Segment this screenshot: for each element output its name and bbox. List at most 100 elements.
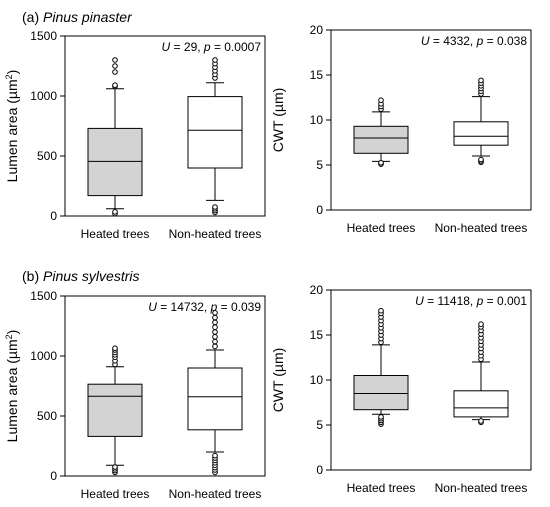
category-label: Non-heated trees <box>435 221 528 235</box>
y-axis-label-suffix: ) <box>4 70 20 75</box>
y-tick-label: 1500 <box>30 29 57 43</box>
statistic-text1: = 14732, <box>157 300 211 314</box>
outlier-point <box>378 307 384 314</box>
statistic-text2: = 0.039 <box>217 300 261 314</box>
chart-4: 0 5 10 15 20 CWT (µm) U = 11418, p = 0.001 Heat… <box>270 283 532 495</box>
outlier-point <box>212 310 218 316</box>
box-2 <box>453 321 509 426</box>
y-axis-label-text: CWT (µm) <box>270 88 286 153</box>
statistic-letter: U <box>421 34 430 48</box>
outlier-point <box>112 57 118 63</box>
outlier-point <box>112 82 118 88</box>
statistic-letter: U <box>415 294 424 308</box>
outlier-point <box>378 97 384 103</box>
statistic-annotation: U = 11418, p = 0.001 <box>415 294 527 308</box>
y-axis-label-superscript: 2 <box>4 74 14 79</box>
panel-b-heading: (b) Pinus sylvestris <box>22 268 139 284</box>
interquartile-box <box>87 127 143 197</box>
interquartile-box <box>453 390 509 418</box>
outlier-point <box>378 414 384 420</box>
y-axis-label-text: Lumen area (µm <box>4 79 20 182</box>
y-tick-label: 500 <box>37 149 57 163</box>
outlier-point <box>212 314 218 321</box>
statistic-text2: = 0.001 <box>483 294 527 308</box>
outlier-point <box>112 69 118 75</box>
outlier-point <box>212 204 218 210</box>
interquartile-box <box>87 383 143 437</box>
y-tick-label: 1000 <box>30 349 57 363</box>
statistic-letter: U <box>162 40 171 54</box>
y-tick-label: 20 <box>310 283 324 297</box>
statistic-text2: = 0.038 <box>483 34 527 48</box>
outlier-point <box>212 338 218 345</box>
outlier-point <box>478 321 484 328</box>
outlier-point <box>478 156 484 163</box>
category-label: Heated trees <box>81 487 150 501</box>
chart-2: 0 5 10 15 20 CWT (µm) U = 4332, p = 0.038 Heate… <box>270 23 532 235</box>
category-label: Heated trees <box>347 221 416 235</box>
statistic-p: p <box>476 34 484 48</box>
box-1 <box>353 97 409 167</box>
category-label: Heated trees <box>347 481 416 495</box>
y-tick-label: 1500 <box>30 289 57 303</box>
statistic-text2: = 0.0007 <box>211 40 262 54</box>
outlier-point <box>212 334 218 340</box>
outlier-point <box>478 77 484 84</box>
interquartile-box <box>353 125 409 154</box>
statistic-p: p <box>476 294 484 308</box>
statistic-letter: U <box>148 300 157 314</box>
statistic-text1: = 29, <box>170 40 204 54</box>
y-axis-label-text: Lumen area (µm <box>4 339 20 442</box>
statistic-annotation: U = 4332, p = 0.038 <box>421 34 527 48</box>
category-label: Heated trees <box>81 227 150 241</box>
interquartile-box <box>187 96 243 169</box>
chart-3: 0 500 1000 1500 Lumen area (µm2) U = 14732, p… <box>4 289 266 501</box>
box-1 <box>353 307 409 427</box>
y-axis-label: CWT (µm) <box>270 88 286 153</box>
outlier-point <box>112 464 118 470</box>
interquartile-box <box>187 367 243 431</box>
chart-1: 0 500 1000 1500 Lumen area (µm2) U = 29, p = … <box>4 29 266 241</box>
plot-frame <box>330 29 532 211</box>
outlier-point <box>378 159 384 166</box>
outlier-point <box>112 345 118 352</box>
panel-b-species: Pinus sylvestris <box>43 268 139 284</box>
panel-a-species: Pinus pinaster <box>43 9 133 25</box>
outlier-point <box>212 319 218 326</box>
y-axis-label-text: CWT (µm) <box>270 348 286 413</box>
box-2 <box>187 57 243 216</box>
y-tick-label: 10 <box>310 113 324 127</box>
y-tick-label: 5 <box>316 158 323 172</box>
y-tick-label: 0 <box>316 463 323 477</box>
panel-a-letter: (a) <box>22 9 39 25</box>
panel-a-heading: (a) Pinus pinaster <box>22 9 133 25</box>
y-tick-label: 0 <box>50 209 57 223</box>
panel-b-letter: (b) <box>22 268 39 284</box>
y-tick-label: 15 <box>310 328 324 342</box>
outlier-point <box>212 57 218 63</box>
interquartile-box <box>353 375 409 411</box>
statistic-text1: = 11418, <box>424 294 477 308</box>
box-1 <box>87 345 143 476</box>
outlier-point <box>478 418 484 424</box>
y-axis-label: Lumen area (µm2) <box>4 70 20 183</box>
category-label: Non-heated trees <box>169 227 262 241</box>
outlier-point <box>212 329 218 335</box>
y-tick-label: 20 <box>310 23 324 37</box>
plot-frame <box>64 35 266 217</box>
y-tick-label: 0 <box>316 203 323 217</box>
plot-frame <box>64 295 266 477</box>
box-2 <box>453 77 509 166</box>
outlier-point <box>212 452 218 459</box>
box-2 <box>187 310 243 476</box>
outlier-point <box>112 209 118 215</box>
statistic-p: p <box>203 40 211 54</box>
outlier-point <box>112 63 118 69</box>
y-axis-label-superscript: 2 <box>4 334 14 339</box>
box-1 <box>87 57 143 217</box>
y-axis-label: CWT (µm) <box>270 348 286 413</box>
outlier-point <box>212 324 218 331</box>
y-tick-label: 1000 <box>30 89 57 103</box>
y-tick-label: 10 <box>310 373 324 387</box>
